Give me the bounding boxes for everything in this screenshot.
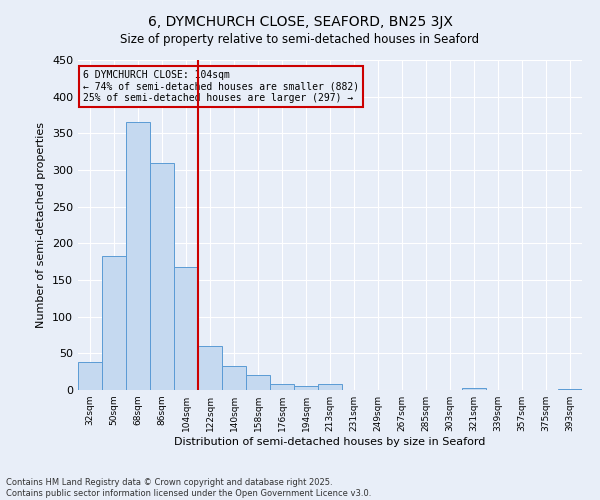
Text: Size of property relative to semi-detached houses in Seaford: Size of property relative to semi-detach… bbox=[121, 32, 479, 46]
Y-axis label: Number of semi-detached properties: Number of semi-detached properties bbox=[37, 122, 46, 328]
Text: Contains HM Land Registry data © Crown copyright and database right 2025.
Contai: Contains HM Land Registry data © Crown c… bbox=[6, 478, 371, 498]
Text: 6, DYMCHURCH CLOSE, SEAFORD, BN25 3JX: 6, DYMCHURCH CLOSE, SEAFORD, BN25 3JX bbox=[148, 15, 452, 29]
Bar bbox=[222, 366, 246, 390]
Bar bbox=[294, 386, 318, 390]
Bar bbox=[270, 384, 294, 390]
Bar bbox=[126, 122, 150, 390]
Bar bbox=[462, 388, 486, 390]
Text: 6 DYMCHURCH CLOSE: 104sqm
← 74% of semi-detached houses are smaller (882)
25% of: 6 DYMCHURCH CLOSE: 104sqm ← 74% of semi-… bbox=[83, 70, 359, 103]
Bar bbox=[150, 164, 174, 390]
Bar bbox=[246, 376, 270, 390]
Bar bbox=[198, 346, 222, 390]
Bar bbox=[102, 256, 126, 390]
Bar bbox=[78, 362, 102, 390]
Bar bbox=[558, 388, 582, 390]
Bar bbox=[174, 267, 198, 390]
Bar bbox=[318, 384, 342, 390]
X-axis label: Distribution of semi-detached houses by size in Seaford: Distribution of semi-detached houses by … bbox=[175, 437, 485, 447]
